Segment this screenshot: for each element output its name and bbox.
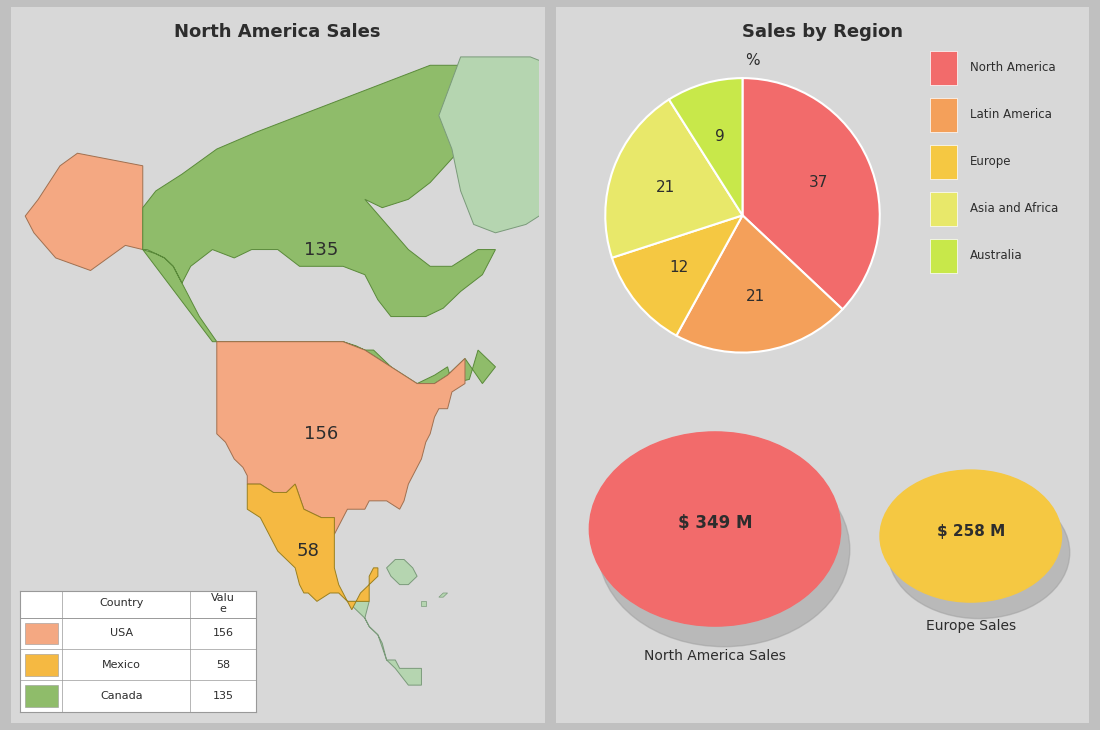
Text: 156: 156 bbox=[305, 425, 339, 443]
FancyBboxPatch shape bbox=[930, 192, 957, 226]
Text: North America Sales: North America Sales bbox=[645, 649, 785, 663]
FancyBboxPatch shape bbox=[24, 654, 57, 676]
Text: Mexico: Mexico bbox=[102, 660, 141, 669]
Polygon shape bbox=[439, 57, 679, 233]
Text: Country: Country bbox=[99, 599, 144, 608]
Text: Europe: Europe bbox=[969, 155, 1011, 169]
Text: Australia: Australia bbox=[969, 250, 1022, 262]
FancyBboxPatch shape bbox=[930, 98, 957, 132]
Ellipse shape bbox=[598, 453, 850, 647]
Text: 9: 9 bbox=[715, 128, 725, 144]
Text: Latin America: Latin America bbox=[969, 109, 1052, 121]
Polygon shape bbox=[217, 342, 465, 534]
Text: 12: 12 bbox=[670, 261, 689, 275]
Polygon shape bbox=[248, 484, 378, 610]
FancyBboxPatch shape bbox=[930, 145, 957, 179]
Text: 156: 156 bbox=[212, 629, 233, 639]
Text: USA: USA bbox=[110, 629, 133, 639]
Text: $ 258 M: $ 258 M bbox=[936, 524, 1005, 539]
Text: %: % bbox=[746, 53, 760, 69]
Text: North America: North America bbox=[969, 61, 1055, 74]
Text: North America Sales: North America Sales bbox=[175, 23, 381, 42]
Text: 37: 37 bbox=[808, 175, 828, 190]
Text: 135: 135 bbox=[304, 241, 339, 258]
Ellipse shape bbox=[590, 432, 840, 626]
Polygon shape bbox=[421, 602, 426, 606]
FancyBboxPatch shape bbox=[930, 51, 957, 85]
Text: Valu
e: Valu e bbox=[211, 593, 235, 614]
Text: 135: 135 bbox=[212, 691, 233, 701]
Text: 21: 21 bbox=[656, 180, 674, 195]
Text: 21: 21 bbox=[746, 289, 764, 304]
Ellipse shape bbox=[880, 470, 1062, 602]
FancyBboxPatch shape bbox=[930, 239, 957, 273]
Wedge shape bbox=[669, 78, 742, 215]
Text: Europe Sales: Europe Sales bbox=[926, 618, 1015, 633]
Polygon shape bbox=[25, 153, 143, 271]
Polygon shape bbox=[143, 65, 495, 396]
Polygon shape bbox=[386, 559, 417, 585]
Text: 58: 58 bbox=[216, 660, 230, 669]
FancyBboxPatch shape bbox=[24, 623, 57, 645]
FancyBboxPatch shape bbox=[24, 685, 57, 707]
Text: Asia and Africa: Asia and Africa bbox=[969, 202, 1058, 215]
Text: Canada: Canada bbox=[100, 691, 143, 701]
Polygon shape bbox=[439, 593, 448, 597]
Text: 58: 58 bbox=[297, 542, 320, 560]
Ellipse shape bbox=[889, 487, 1069, 618]
Text: Sales by Region: Sales by Region bbox=[741, 23, 903, 42]
Wedge shape bbox=[742, 78, 880, 310]
Wedge shape bbox=[676, 215, 843, 353]
Wedge shape bbox=[605, 99, 742, 258]
Text: Sales Volume in $ M: Sales Volume in $ M bbox=[329, 677, 462, 690]
Wedge shape bbox=[612, 215, 742, 336]
Text: $ 349 M: $ 349 M bbox=[678, 515, 752, 532]
Polygon shape bbox=[348, 602, 421, 685]
